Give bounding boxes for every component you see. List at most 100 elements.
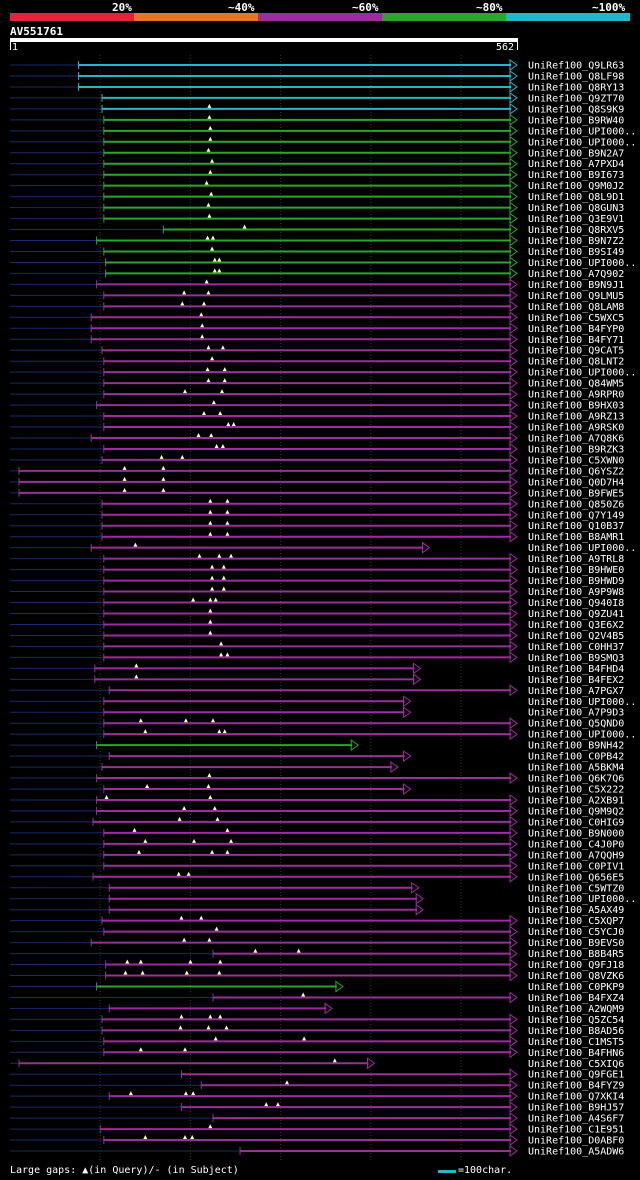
hit-label[interactable]: UniRef100_Q850Z6 — [528, 499, 624, 510]
hit-row[interactable]: UniRef100_C4J0P0 — [10, 837, 624, 851]
hit-label[interactable]: UniRef100_B9N7Z2 — [528, 236, 624, 247]
hit-label[interactable]: UniRef100_C5XWN0 — [528, 455, 624, 466]
hit-label[interactable]: UniRef100_A4S6F7 — [528, 1114, 624, 1125]
hit-row[interactable]: UniRef100_Q8VZK6 — [10, 969, 624, 983]
hit-row[interactable]: UniRef100_A9RZ13 — [10, 410, 624, 423]
hit-row[interactable]: UniRef100_A5BKM4 — [10, 761, 624, 774]
hit-row[interactable]: UniRef100_B9HWD9 — [10, 574, 624, 588]
hit-row[interactable]: UniRef100_A9RSK0 — [10, 421, 624, 434]
hit-row[interactable]: UniRef100_Q8LAM8 — [10, 300, 624, 313]
hit-row[interactable]: UniRef100_B9N2A7 — [10, 146, 624, 160]
hit-row[interactable]: UniRef100_B9SMQ3 — [10, 651, 624, 664]
hit-label[interactable]: UniRef100_Q940I8 — [528, 598, 624, 609]
hit-row[interactable]: UniRef100_B8AMR1 — [10, 530, 624, 544]
hit-label[interactable]: UniRef100_B8AD56 — [528, 1026, 624, 1037]
hit-row[interactable]: UniRef100_UPI000.. — [10, 695, 636, 708]
hit-row[interactable]: UniRef100_C5YCJ0 — [10, 925, 624, 939]
hit-label[interactable]: UniRef100_Q9FGE1 — [528, 1070, 624, 1081]
hit-row[interactable]: UniRef100_B8AD56 — [10, 1024, 624, 1037]
hit-label[interactable]: UniRef100_Q9M0J2 — [528, 181, 624, 192]
hit-row[interactable]: UniRef100_C5X222 — [10, 783, 624, 796]
hit-row[interactable]: UniRef100_Q84WM5 — [10, 377, 624, 390]
hit-row[interactable]: UniRef100_B4FEX2 — [10, 673, 624, 686]
hit-row[interactable]: UniRef100_Q9M9Q2 — [10, 804, 624, 818]
hit-label[interactable]: UniRef100_C4J0P0 — [528, 839, 624, 850]
hit-row[interactable]: UniRef100_Q9FJ18 — [10, 958, 624, 972]
hit-row[interactable]: UniRef100_B9EVS0 — [10, 936, 624, 950]
hit-row[interactable]: UniRef100_C5XIQ6 — [10, 1057, 624, 1070]
hit-label[interactable]: UniRef100_Q9LMU5 — [528, 291, 624, 302]
hit-row[interactable]: UniRef100_Q8LNT2 — [10, 355, 624, 368]
hit-label[interactable]: UniRef100_A9RZ13 — [528, 412, 624, 423]
hit-row[interactable]: UniRef100_UPI000.. — [10, 366, 636, 379]
hit-row[interactable]: UniRef100_C0PKP9 — [10, 980, 624, 993]
hit-label[interactable]: UniRef100_Q8GUN3 — [528, 203, 624, 214]
hit-row[interactable]: UniRef100_B4FXZ4 — [10, 991, 624, 1004]
hit-row[interactable]: UniRef100_B8B4R5 — [10, 947, 624, 961]
hit-row[interactable]: UniRef100_B9SI49 — [10, 245, 624, 258]
hit-row[interactable]: UniRef100_UPI000.. — [10, 256, 636, 269]
hit-label[interactable]: UniRef100_A5BKM4 — [528, 763, 624, 774]
hit-label[interactable]: UniRef100_UPI000.. — [528, 368, 636, 379]
hit-row[interactable]: UniRef100_C0HH37 — [10, 640, 624, 653]
hit-label[interactable]: UniRef100_A7P9D3 — [528, 708, 624, 719]
hit-label[interactable]: UniRef100_Q8RXV5 — [528, 225, 624, 236]
hit-row[interactable]: UniRef100_Q8LF98 — [10, 69, 624, 83]
hit-label[interactable]: UniRef100_C5XIQ6 — [528, 1059, 624, 1070]
hit-label[interactable]: UniRef100_C0HH37 — [528, 642, 624, 653]
hit-row[interactable]: UniRef100_Q2V4B5 — [10, 629, 624, 642]
hit-row[interactable]: UniRef100_B4FYZ9 — [10, 1079, 624, 1092]
hit-label[interactable]: UniRef100_Q8L9D1 — [528, 192, 624, 203]
hit-label[interactable]: UniRef100_UPI000.. — [528, 258, 636, 269]
hit-row[interactable]: UniRef100_A9TRL8 — [10, 552, 624, 566]
hit-row[interactable]: UniRef100_Q3E9V1 — [10, 212, 624, 226]
hit-row[interactable]: UniRef100_A5AX49 — [10, 903, 624, 917]
hit-row[interactable]: UniRef100_A9RPR0 — [10, 388, 624, 401]
hit-row[interactable]: UniRef100_C5WTZ0 — [10, 881, 624, 895]
hit-row[interactable]: UniRef100_Q5QND0 — [10, 717, 624, 730]
hit-row[interactable]: UniRef100_A7PXD4 — [10, 157, 624, 171]
hit-label[interactable]: UniRef100_Q6YSZ2 — [528, 466, 624, 477]
hit-label[interactable]: UniRef100_A7PXD4 — [528, 159, 624, 170]
hit-label[interactable]: UniRef100_C5XQP7 — [528, 916, 624, 927]
hit-row[interactable]: UniRef100_UPI000.. — [10, 892, 636, 906]
hit-label[interactable]: UniRef100_A7Q8K6 — [528, 433, 624, 444]
hit-row[interactable]: UniRef100_Q8RY13 — [10, 80, 624, 94]
hit-row[interactable]: UniRef100_Q7XKI4 — [10, 1090, 624, 1103]
hit-label[interactable]: UniRef100_Q6K7Q6 — [528, 774, 624, 785]
hit-row[interactable]: UniRef100_D0ABF0 — [10, 1134, 624, 1147]
hit-label[interactable]: UniRef100_Q9M9Q2 — [528, 806, 624, 817]
hit-label[interactable]: UniRef100_A2WQM9 — [528, 1004, 624, 1015]
hit-row[interactable]: UniRef100_B9HWE0 — [10, 563, 624, 577]
hit-label[interactable]: UniRef100_Q2V4B5 — [528, 631, 624, 642]
hit-label[interactable]: UniRef100_Q9LR63 — [528, 61, 624, 72]
hit-label[interactable]: UniRef100_UPI000.. — [528, 894, 636, 905]
hit-row[interactable]: UniRef100_Q0D7H4 — [10, 475, 624, 489]
hit-label[interactable]: UniRef100_C5WTZ0 — [528, 883, 624, 894]
hit-row[interactable]: UniRef100_C0PB42 — [10, 750, 624, 763]
hit-row[interactable]: UniRef100_B4FHN6 — [10, 1046, 624, 1059]
hit-label[interactable]: UniRef100_Q10B37 — [528, 521, 624, 532]
hit-label[interactable]: UniRef100_C5WXC5 — [528, 313, 624, 324]
hit-row[interactable]: UniRef100_UPI000.. — [10, 135, 636, 149]
hit-label[interactable]: UniRef100_D0ABF0 — [528, 1136, 624, 1147]
hit-row[interactable]: UniRef100_A9P9W8 — [10, 585, 624, 599]
hit-label[interactable]: UniRef100_C1E951 — [528, 1125, 624, 1136]
hit-label[interactable]: UniRef100_A9RSK0 — [528, 423, 624, 434]
hit-label[interactable]: UniRef100_C1MST5 — [528, 1037, 624, 1048]
hit-label[interactable]: UniRef100_B9NH42 — [528, 741, 624, 752]
hit-row[interactable]: UniRef100_Q656E5 — [10, 870, 624, 884]
hit-row[interactable]: UniRef100_A4S6F7 — [10, 1112, 624, 1125]
hit-row[interactable]: UniRef100_B9RZK3 — [10, 442, 624, 456]
hit-label[interactable]: UniRef100_B4FYZ9 — [528, 1081, 624, 1092]
hit-row[interactable]: UniRef100_A7QQH9 — [10, 848, 624, 862]
hit-label[interactable]: UniRef100_B9HJ57 — [528, 1103, 624, 1114]
hit-label[interactable]: UniRef100_B9HX03 — [528, 401, 624, 412]
hit-row[interactable]: UniRef100_B4FHD4 — [10, 662, 624, 675]
hit-label[interactable]: UniRef100_B4FEX2 — [528, 675, 624, 686]
hit-row[interactable]: UniRef100_Q9M0J2 — [10, 179, 624, 193]
hit-label[interactable]: UniRef100_C5YCJ0 — [528, 927, 624, 938]
hit-row[interactable]: UniRef100_C5WXC5 — [10, 311, 624, 324]
hit-row[interactable]: UniRef100_C1MST5 — [10, 1035, 624, 1048]
hit-label[interactable]: UniRef100_C0HIG9 — [528, 817, 624, 828]
